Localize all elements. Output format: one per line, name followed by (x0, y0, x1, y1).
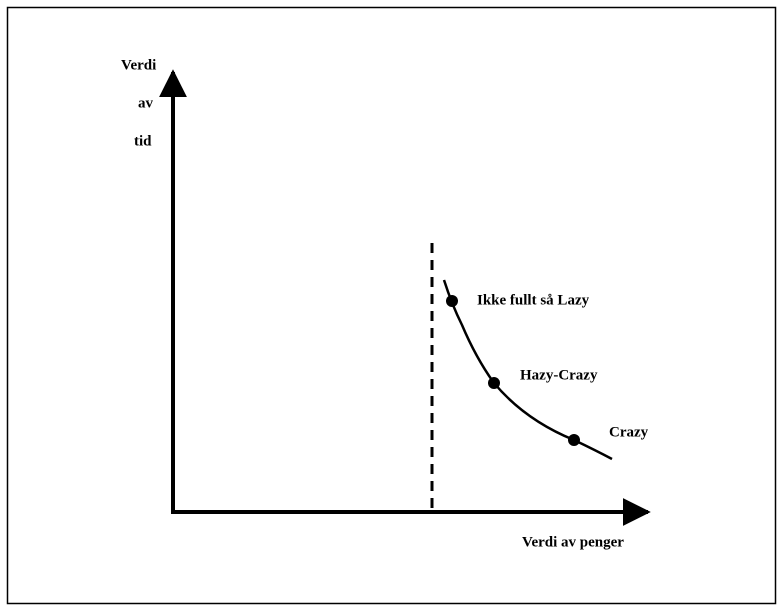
point-label: Ikke fullt så Lazy (477, 292, 590, 308)
y-axis-label: Verdi (121, 57, 156, 73)
y-axis-label: av (138, 95, 154, 111)
point (446, 295, 458, 307)
point-label: Crazy (609, 424, 649, 440)
frame (6, 6, 777, 605)
x-axis-label: Verdi av penger (522, 534, 624, 550)
point-label: Hazy-Crazy (520, 367, 598, 383)
point (488, 377, 500, 389)
point (568, 434, 580, 446)
y-axis-label: tid (134, 133, 152, 149)
